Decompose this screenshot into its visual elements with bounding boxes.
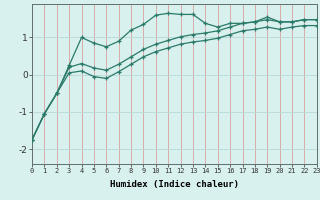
X-axis label: Humidex (Indice chaleur): Humidex (Indice chaleur) bbox=[110, 180, 239, 189]
